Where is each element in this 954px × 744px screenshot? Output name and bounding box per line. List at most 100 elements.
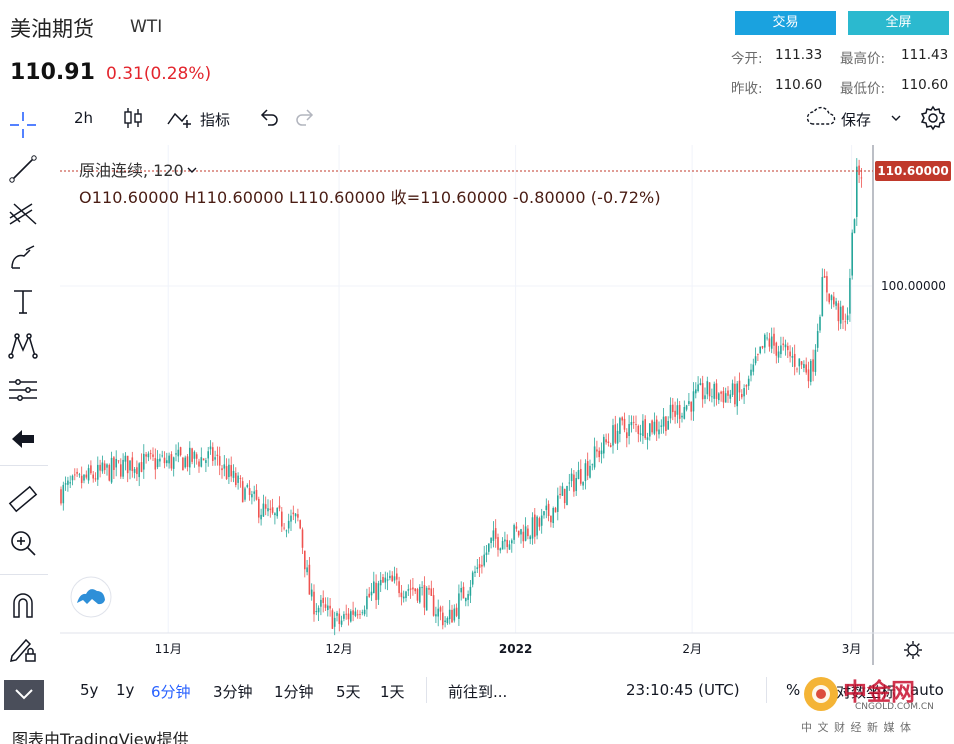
candle-body: [520, 529, 522, 535]
candle-body: [78, 474, 81, 476]
candle-body: [741, 394, 743, 398]
candle-body: [170, 454, 173, 469]
undo-icon[interactable]: [258, 106, 280, 132]
range-1y-button[interactable]: 1y: [116, 681, 135, 699]
candle-body: [340, 620, 343, 625]
magnet-icon[interactable]: [6, 588, 40, 622]
lock-pencil-icon[interactable]: [6, 632, 40, 666]
indicators-icon[interactable]: [166, 106, 194, 134]
chevron-down-icon[interactable]: [186, 164, 198, 176]
candle-body: [269, 508, 272, 510]
candle-body: [534, 514, 536, 537]
x-tick-label: 12月: [325, 642, 352, 656]
candle-body: [175, 453, 177, 455]
candle-body: [593, 446, 596, 468]
candle-body: [623, 418, 626, 430]
indicators-button[interactable]: 指标: [200, 111, 231, 129]
candle-body: [232, 470, 235, 478]
candle-body: [409, 588, 412, 590]
candle-body: [448, 609, 451, 620]
trend-line-icon[interactable]: [6, 152, 40, 186]
candle-body: [292, 512, 295, 515]
price-chart[interactable]: 11月 12月 2022 2月 3月 100.00000 110.60000: [60, 145, 954, 665]
candle-body: [432, 595, 435, 616]
candle-body: [793, 353, 796, 367]
watermark-url: CNGOLD.COM.CN: [855, 702, 934, 712]
collapse-panel-button[interactable]: [4, 680, 44, 710]
utc-clock[interactable]: 23:10:45 (UTC): [626, 681, 740, 699]
candle-body: [230, 465, 232, 477]
series-title[interactable]: 原油连续, 120: [79, 157, 198, 181]
candle-body: [511, 540, 513, 544]
chart-credit[interactable]: 图表由TradingView提供: [12, 730, 189, 744]
cloud-icon[interactable]: [805, 106, 837, 132]
redo-icon[interactable]: [294, 106, 316, 132]
candle-body: [706, 381, 709, 395]
crosshair-icon[interactable]: [6, 108, 40, 142]
candle-body: [653, 421, 656, 434]
series-title-text: 原油连续, 120: [79, 161, 184, 180]
candle-body: [354, 611, 357, 616]
goto-date-button[interactable]: 前往到...: [448, 683, 508, 701]
candle-body: [143, 453, 145, 470]
fullscreen-button[interactable]: 全屏: [848, 11, 949, 35]
range-3m-button[interactable]: 3分钟: [213, 683, 253, 701]
candle-body: [71, 475, 74, 481]
percent-scale-toggle[interactable]: %: [786, 681, 801, 699]
candle-body: [695, 389, 697, 394]
candle-body: [697, 384, 699, 391]
measure-range-icon[interactable]: [6, 372, 40, 406]
trade-button[interactable]: 交易: [735, 11, 836, 35]
candle-body: [221, 468, 223, 471]
candle-body: [637, 425, 640, 434]
candle-body: [469, 586, 472, 596]
back-arrow-icon[interactable]: [6, 422, 40, 456]
text-tool-icon[interactable]: [6, 284, 40, 318]
candle-body: [407, 589, 410, 591]
fib-tool-icon[interactable]: [6, 196, 40, 230]
log-scale-toggle[interactable]: 对数坐标: [836, 683, 897, 701]
watermark-text: 中金网: [843, 678, 915, 706]
save-button[interactable]: 保存: [841, 111, 872, 129]
candle-body: [386, 579, 389, 581]
candle-body: [508, 544, 511, 550]
range-5y-button[interactable]: 5y: [80, 681, 99, 699]
settings-gear-icon[interactable]: [920, 105, 946, 135]
candle-type-icon[interactable]: [122, 106, 144, 134]
auto-scale-toggle[interactable]: auto: [910, 681, 944, 699]
candle-body: [113, 457, 115, 470]
candle-body: [281, 511, 283, 527]
candle-body: [212, 447, 214, 462]
candle-body: [271, 507, 274, 513]
candle-body: [649, 423, 651, 437]
range-1m-button[interactable]: 1分钟: [274, 683, 314, 701]
candle-body: [791, 356, 794, 358]
candle-body: [775, 342, 778, 356]
candle-body: [584, 463, 587, 482]
candle-body: [460, 587, 462, 593]
range-6m-button[interactable]: 6分钟: [151, 683, 191, 701]
candle-body: [156, 459, 159, 468]
candle-body: [527, 528, 529, 537]
ruler-icon[interactable]: [6, 482, 40, 516]
candle-body: [747, 378, 750, 386]
candle-body: [678, 404, 681, 419]
candle-body: [161, 455, 163, 457]
chevron-down-icon[interactable]: [890, 110, 902, 128]
candle-body: [414, 588, 416, 592]
pattern-tool-icon[interactable]: [6, 328, 40, 362]
candle-body: [85, 474, 88, 478]
axis-settings-icon[interactable]: [907, 644, 919, 656]
interval-selector[interactable]: 2h: [74, 109, 94, 127]
candle-body: [718, 393, 720, 401]
range-1d-button[interactable]: 1天: [380, 683, 405, 701]
range-5d-button[interactable]: 5天: [336, 683, 361, 701]
candle-body: [244, 488, 246, 500]
brush-icon[interactable]: [6, 240, 40, 274]
zoom-in-icon[interactable]: [6, 526, 40, 560]
candle-body: [184, 457, 186, 468]
candle-body: [669, 404, 672, 419]
tradingview-logo-icon[interactable]: [70, 576, 112, 618]
candle-body: [198, 461, 200, 467]
candle-body: [99, 464, 101, 471]
